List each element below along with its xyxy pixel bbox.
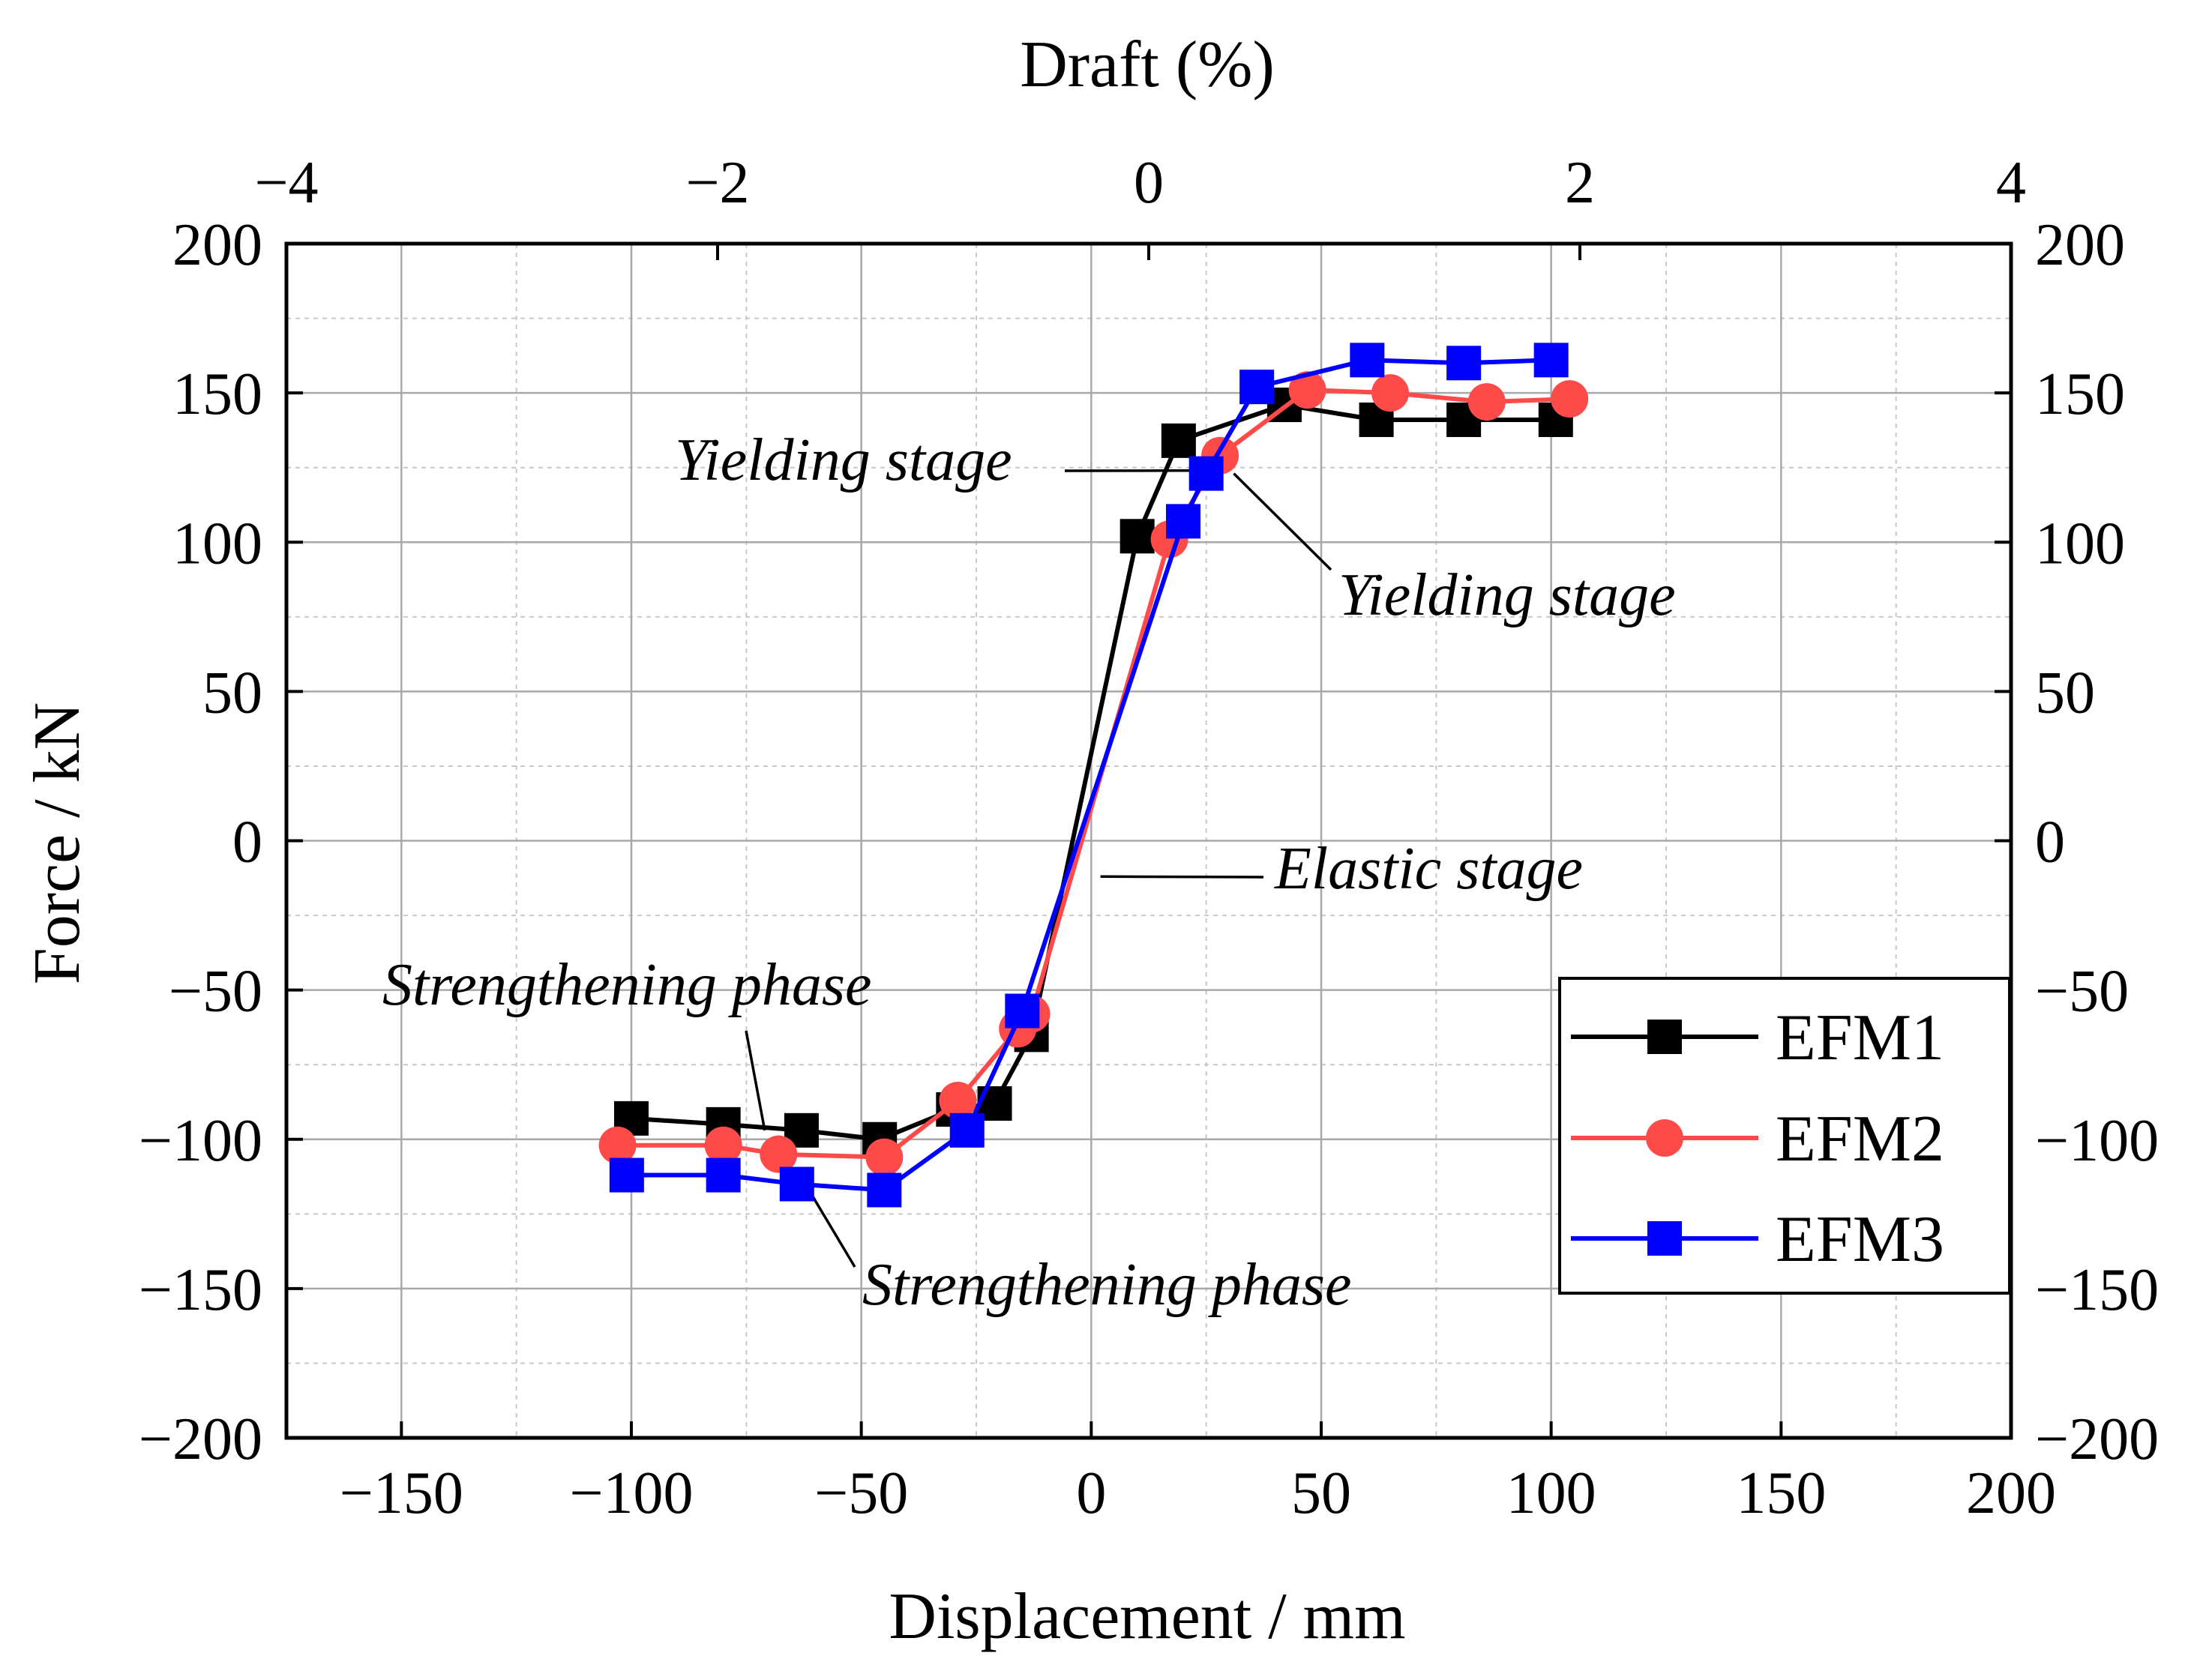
legend-label-efm2: EFM2 <box>1776 1103 1944 1175</box>
data-point-efm2 <box>1467 383 1506 421</box>
y-tick-label-right: 150 <box>2035 361 2125 427</box>
data-point-efm2 <box>704 1126 742 1164</box>
data-point-efm2 <box>760 1135 798 1173</box>
top-axis-title: Draft (%) <box>1020 28 1275 101</box>
legend-item-efm2: EFM2 <box>1571 1103 1944 1175</box>
top-tick-label: 0 <box>1134 150 1164 216</box>
top-tick-label: 2 <box>1565 150 1595 216</box>
data-point-efm3 <box>1188 456 1224 491</box>
y-tick-label-left: −100 <box>139 1108 262 1174</box>
annotation-yielding-stage-right: Yielding stage <box>1338 562 1676 628</box>
y-tick-label-right: −100 <box>2035 1108 2159 1174</box>
y-tick-label-right: −50 <box>2035 959 2129 1025</box>
x-tick-label: −50 <box>814 1460 908 1526</box>
legend-label-efm1: EFM1 <box>1776 1002 1944 1074</box>
y-tick-label-left: 200 <box>172 212 262 278</box>
data-point-efm3 <box>779 1166 814 1202</box>
y-tick-label-left: 0 <box>232 810 262 876</box>
top-tick-label: 4 <box>1996 150 2026 216</box>
annotation-leader-line <box>809 1192 856 1268</box>
data-point-efm2 <box>1371 374 1409 412</box>
top-tick-label: −4 <box>254 150 318 216</box>
legend-item-efm1: EFM1 <box>1571 1002 1944 1074</box>
legend-marker-efm3 <box>1647 1221 1682 1256</box>
legend-marker-efm1 <box>1647 1020 1682 1054</box>
data-point-efm2 <box>598 1126 637 1164</box>
x-tick-label: 200 <box>1966 1460 2056 1526</box>
data-point-efm3 <box>1533 343 1569 378</box>
y-tick-label-right: 50 <box>2035 660 2095 726</box>
annotation-leaders <box>745 469 1332 1268</box>
y-tick-label-left: 150 <box>172 361 262 427</box>
x-tick-label: 50 <box>1291 1460 1351 1526</box>
x-tick-label: −150 <box>340 1460 463 1526</box>
y-tick-label-right: −200 <box>2035 1406 2159 1472</box>
x-tick-label: 100 <box>1506 1460 1596 1526</box>
y-tick-label-left: 100 <box>172 511 262 576</box>
x-tick-label: 150 <box>1736 1460 1826 1526</box>
data-point-efm2 <box>1288 371 1326 409</box>
annotation-elastic-stage: Elastic stage <box>1274 836 1583 902</box>
y-tick-label-right: −150 <box>2035 1257 2159 1323</box>
data-point-efm3 <box>609 1157 644 1193</box>
data-point-efm1 <box>1161 423 1196 458</box>
top-tick-label: −2 <box>685 150 749 216</box>
data-point-efm3 <box>1239 370 1275 405</box>
y-tick-label-right: 200 <box>2035 212 2125 278</box>
data-point-efm3 <box>1350 343 1385 378</box>
x-axis-title: Displacement / mm <box>889 1580 1405 1653</box>
annotation-leader-line <box>1233 472 1332 571</box>
annotation-strengthening-phase-top: Strengthening phase <box>382 952 872 1018</box>
y-tick-label-right: 0 <box>2035 810 2065 876</box>
x-tick-label: −100 <box>569 1460 693 1526</box>
legend-item-efm3: EFM3 <box>1571 1203 1944 1276</box>
legend: EFM1 EFM2 EFM3 <box>1558 977 2011 1295</box>
data-point-efm2 <box>865 1138 904 1176</box>
data-series <box>598 343 1589 1208</box>
axes: −150 −100 −50 0 50 100 150 200−4 −2 0 2 4−200 −200−1… <box>139 150 2159 1526</box>
data-point-efm3 <box>867 1172 902 1208</box>
y-tick-label-left: −200 <box>139 1406 262 1472</box>
annotation-leader-line <box>745 1030 766 1131</box>
y-tick-label-left: −50 <box>169 959 262 1025</box>
y-tick-label-left: 50 <box>202 660 262 726</box>
y-axis-title: Force / kN <box>21 702 94 984</box>
data-point-efm3 <box>1446 346 1482 381</box>
legend-marker-efm2 <box>1646 1119 1683 1157</box>
annotation-strengthening-phase-bottom: Strengthening phase <box>862 1252 1352 1318</box>
data-point-efm2 <box>1551 380 1589 418</box>
grid <box>286 244 2011 1438</box>
data-point-efm3 <box>1005 993 1040 1029</box>
annotation-leader-line <box>1100 875 1264 879</box>
data-point-efm2 <box>939 1081 977 1119</box>
annotation-yielding-stage-left: Yielding stage <box>675 427 1012 493</box>
data-point-efm3 <box>706 1157 741 1193</box>
x-tick-label: 0 <box>1076 1460 1106 1526</box>
data-point-efm3 <box>949 1112 985 1148</box>
y-tick-label-right: 100 <box>2035 511 2125 576</box>
legend-label-efm3: EFM3 <box>1776 1203 1944 1276</box>
data-point-efm1 <box>1119 519 1155 554</box>
data-point-efm3 <box>1166 504 1200 539</box>
y-tick-label-left: −150 <box>139 1257 262 1323</box>
